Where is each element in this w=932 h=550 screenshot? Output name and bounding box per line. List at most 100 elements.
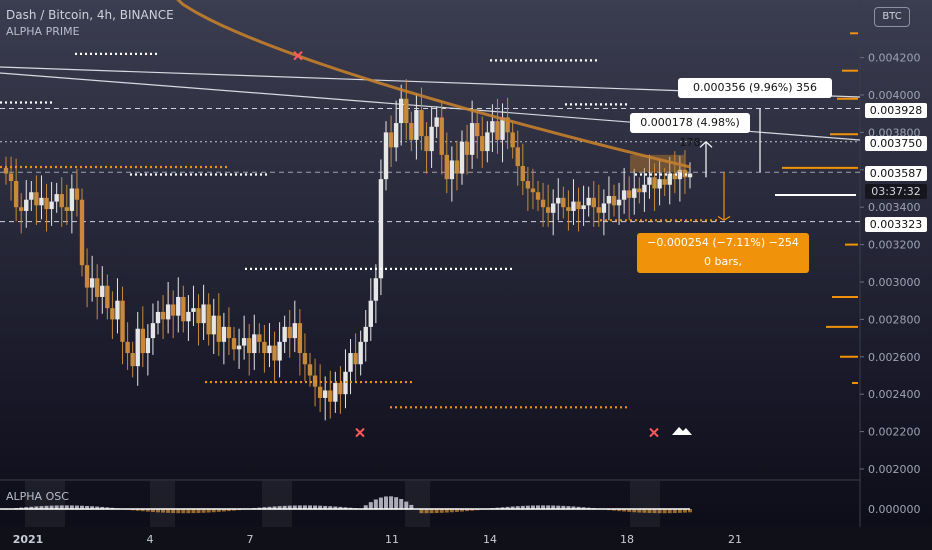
candle-body — [485, 132, 490, 152]
candle-body — [84, 265, 90, 288]
oscillator-bar — [429, 509, 434, 514]
y-tick-label: 0.002600 — [868, 351, 921, 364]
oscillator-bar — [34, 506, 39, 510]
candle-body — [64, 207, 69, 211]
candle-body — [672, 173, 677, 180]
y-tick-label: 0.002800 — [868, 313, 921, 326]
candle-body — [682, 169, 688, 178]
candle-body — [510, 132, 515, 148]
candle-body — [475, 123, 480, 137]
candle-body — [647, 177, 652, 185]
candle-body — [95, 278, 100, 297]
candle-body — [505, 117, 510, 133]
measure-label-middle: 0.000178 (4.98%) 178 — [630, 113, 750, 149]
price-tag-resistance: 0.003928 — [865, 103, 927, 118]
oscillator-bar — [561, 505, 566, 510]
oscillator-bar — [39, 506, 44, 510]
measure-label-lower: −0.000254 (−7.11%) −254 0 bars, — [637, 233, 809, 273]
candle-body — [49, 201, 54, 210]
oscillator-zone — [405, 481, 430, 527]
candle-body — [637, 188, 642, 193]
oscillator-bar — [657, 509, 662, 514]
candle-body — [125, 341, 130, 354]
candle-body — [596, 207, 601, 213]
oscillator-zone — [25, 481, 65, 527]
oscillator-bar — [140, 509, 145, 512]
candle-body — [429, 126, 434, 152]
candle-body — [601, 203, 607, 213]
candle-body — [34, 192, 39, 206]
candle-body — [530, 188, 536, 193]
oscillator-bar — [424, 509, 429, 514]
candle-body — [378, 179, 384, 279]
candle-body — [545, 207, 551, 213]
oscillator-bar — [282, 505, 287, 510]
candle-body — [353, 353, 358, 365]
countdown-tag: 03:37:32 — [865, 184, 927, 199]
sell-signal-icon — [293, 51, 303, 61]
candle-body — [525, 181, 531, 189]
oscillator-bar — [454, 509, 459, 512]
price-tag-level: 0.003750 — [865, 136, 927, 151]
oscillator-bar — [662, 509, 667, 514]
candle-body — [186, 311, 191, 322]
candle-body — [54, 194, 59, 202]
oscillator-bar — [384, 496, 388, 510]
oscillator-bar — [525, 505, 530, 510]
oscillator-bar — [181, 509, 186, 514]
oscillator-bar — [394, 497, 399, 510]
candle-body — [302, 353, 308, 365]
oscillator-bar — [272, 506, 277, 510]
measure-lower-change: −0.000254 (−7.11%) −254 — [647, 236, 799, 249]
candle-body — [444, 154, 449, 180]
candle-body — [216, 315, 221, 342]
oscillator-bar — [156, 509, 160, 513]
time-axis-band — [0, 527, 932, 550]
candle-body — [201, 304, 206, 324]
candle-body — [39, 197, 44, 206]
candle-body — [74, 188, 80, 200]
candle-body — [155, 311, 161, 324]
x-tick-label: 2021 — [13, 533, 44, 546]
measure-label-upper: 0.000356 (9.96%) 356 — [678, 78, 832, 98]
oscillator-bar — [571, 506, 576, 510]
candle-body — [409, 123, 414, 140]
candle-body — [399, 98, 404, 124]
oscillator-bar — [460, 509, 464, 512]
currency-button[interactable]: BTC — [874, 7, 910, 27]
oscillator-bar — [221, 509, 226, 512]
candle-body — [79, 199, 85, 266]
measure-box — [630, 154, 684, 173]
oscillator-bar — [145, 509, 150, 512]
candle-body — [307, 364, 313, 376]
candle-body — [616, 199, 622, 206]
candle-body — [687, 173, 693, 178]
oscillator-bar — [292, 505, 297, 510]
symbol-title: Dash / Bitcoin, 4h, BINANCE — [6, 8, 174, 22]
candle-body — [495, 121, 500, 140]
oscillator-bar — [449, 509, 454, 513]
oscillator-bar — [399, 498, 404, 510]
candle-body — [267, 345, 272, 354]
candle-body — [191, 308, 196, 312]
oscillator-bar — [328, 506, 333, 510]
candle-body — [424, 136, 429, 152]
oscillator-bar — [206, 509, 211, 513]
candle-body — [561, 197, 566, 208]
candle-body — [469, 123, 475, 155]
oscillator-bar — [622, 509, 627, 512]
candle-body — [236, 345, 242, 350]
candle-body — [677, 169, 683, 180]
candle-body — [282, 326, 287, 342]
measure-lower-bars: 0 bars, — [704, 255, 742, 268]
candle-body — [414, 109, 419, 140]
oscillator-bar — [171, 509, 176, 514]
candle-body — [515, 147, 520, 167]
oscillator-bar — [54, 505, 59, 510]
oscillator-bar — [652, 509, 657, 514]
oscillator-bar — [363, 505, 368, 510]
oscillator-bar — [150, 509, 155, 512]
candle-body — [206, 304, 211, 335]
oscillator-bar — [617, 509, 622, 512]
